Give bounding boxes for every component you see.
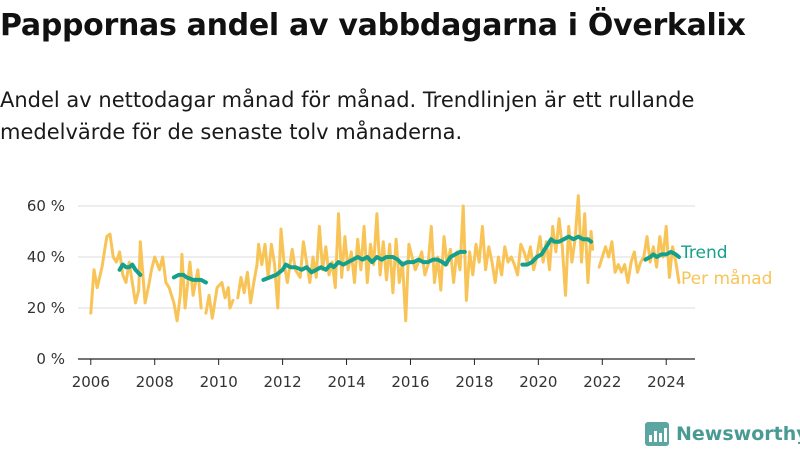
chart-subtitle: Andel av nettodagar månad för månad. Tre…	[0, 88, 695, 144]
x-tick-label: 2022	[583, 373, 621, 391]
x-tick-label: 2006	[72, 373, 110, 391]
y-tick-label: 0 %	[36, 350, 65, 368]
axes: 0 % 20 % 40 % 60 % 2006 2008 2010 2012 2014 2016 2…	[27, 197, 695, 391]
legend-label: Trend	[680, 243, 728, 263]
monthly-series-line	[597, 224, 681, 284]
brand-name: Newsworthy	[676, 423, 800, 445]
trend-series-line	[261, 249, 467, 282]
trend-series-line	[117, 262, 143, 277]
y-tick-label: 20 %	[27, 299, 65, 317]
x-tick-label: 2024	[647, 373, 685, 391]
chart-title: Pappornas andel av vabbdagarna i Överkal…	[0, 8, 746, 43]
x-tick-label: 2012	[264, 373, 302, 391]
y-tick-label: 40 %	[27, 248, 65, 266]
x-tick-label: 2016	[391, 373, 429, 391]
x-tick-label: 2010	[200, 373, 238, 391]
legend-label: Per månad	[681, 268, 772, 289]
series-lines	[89, 194, 681, 323]
trend-series-line	[520, 234, 594, 267]
trend-series-line	[643, 249, 681, 262]
monthly-series-line	[204, 281, 235, 320]
monthly-series-line	[89, 232, 203, 323]
newsworthy-logo: Newsworthy	[645, 420, 800, 448]
bar-chart-icon	[645, 422, 669, 446]
x-tick-label: 2014	[327, 373, 365, 391]
x-tick-label: 2020	[519, 373, 557, 391]
x-tick-label: 2008	[136, 373, 174, 391]
monthly-series-line	[236, 194, 595, 323]
y-tick-label: 60 %	[27, 197, 65, 215]
x-tick-label: 2018	[455, 373, 493, 391]
trend-series-line	[171, 272, 208, 285]
legend: Trend Per månad	[680, 243, 772, 289]
